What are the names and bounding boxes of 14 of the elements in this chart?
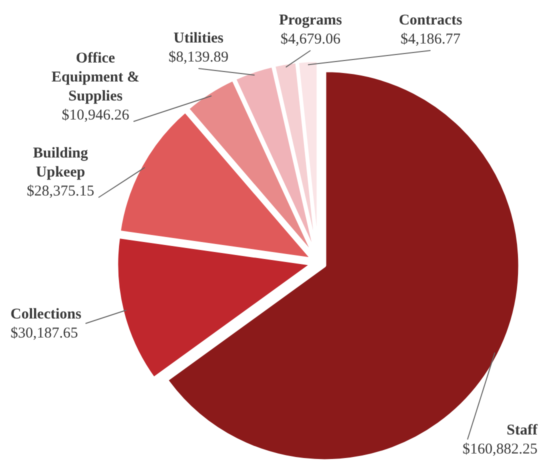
data-label: $160,882.25 — [462, 442, 538, 458]
slice-label: Programs — [278, 12, 342, 28]
data-label: $10,946.26 — [62, 108, 130, 124]
data-label: $8,139.89 — [168, 50, 228, 66]
slice-label: Building Upkeep — [32, 146, 89, 180]
slice-label: Staff — [506, 422, 539, 438]
data-label: $4,186.77 — [400, 32, 461, 48]
slice-label: Utilities — [174, 30, 224, 46]
data-label: $28,375.15 — [26, 184, 94, 200]
data-label: $30,187.65 — [10, 326, 78, 342]
slice-label: Contracts — [398, 12, 462, 28]
slice-label: Office Equipment & Supplies — [52, 50, 140, 104]
slice-label: Collections — [10, 306, 82, 322]
data-label: $4,679.06 — [280, 32, 341, 48]
